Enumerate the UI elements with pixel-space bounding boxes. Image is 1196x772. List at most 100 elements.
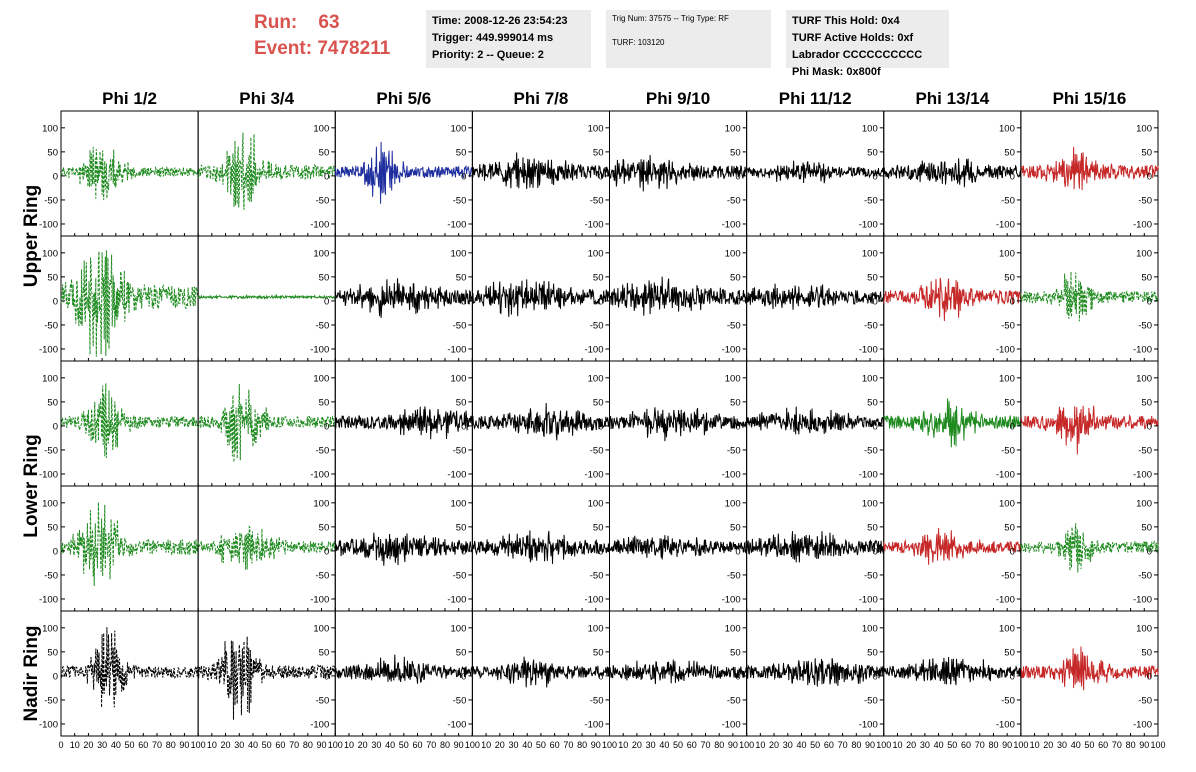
column-header: Phi 11/12: [779, 89, 852, 108]
y-tick-label: -100: [39, 344, 58, 355]
y-tick-label: 50: [1141, 397, 1152, 408]
y-tick-label: 100: [999, 373, 1015, 384]
y-tick-label: -50: [864, 195, 878, 206]
waveform-trace: [334, 141, 473, 204]
y-tick-label: 0: [53, 546, 58, 557]
y-tick-label: -100: [584, 719, 603, 730]
y-tick-label: -100: [447, 219, 466, 230]
trig-num-text: Trig Num: 37575 -- Trig Type: RF: [612, 14, 729, 23]
x-tick-label: 30: [371, 740, 381, 750]
y-tick-label: -50: [453, 570, 467, 581]
y-tick-label: 100: [999, 623, 1015, 634]
y-tick-label: 50: [867, 522, 878, 533]
y-tick-label: -100: [722, 469, 741, 480]
x-tick-label: 30: [783, 740, 793, 750]
waveform-trace: [746, 658, 885, 687]
y-tick-label: -50: [864, 320, 878, 331]
y-tick-label: 0: [1147, 671, 1152, 682]
waveform-trace: [1020, 405, 1159, 455]
x-tick-label: 50: [947, 740, 957, 750]
y-tick-label: 50: [1141, 272, 1152, 283]
waveform-trace: [60, 502, 199, 587]
x-tick-label: 30: [1057, 740, 1067, 750]
y-tick-label: -100: [584, 219, 603, 230]
y-tick-label: -50: [590, 570, 604, 581]
column-header: Phi 1/2: [102, 89, 157, 108]
y-tick-label: 0: [598, 671, 603, 682]
column-header: Phi 13/14: [915, 89, 989, 108]
run-row: Run: 63: [254, 10, 390, 36]
waveform-trace: [746, 406, 885, 435]
y-tick-label: -100: [447, 469, 466, 480]
x-tick-label: 90: [454, 740, 464, 750]
y-tick-label: 0: [735, 671, 740, 682]
y-tick-label: 100: [42, 498, 58, 509]
x-tick-label: 50: [125, 740, 135, 750]
x-tick-label: 70: [563, 740, 573, 750]
y-tick-label: -50: [44, 195, 58, 206]
x-tick-label: 20: [1043, 740, 1053, 750]
y-tick-label: -100: [859, 469, 878, 480]
y-tick-label: 100: [313, 623, 329, 634]
y-tick-label: -100: [996, 344, 1015, 355]
y-tick-label: 50: [456, 522, 467, 533]
x-tick-label: 60: [550, 740, 560, 750]
y-tick-label: 0: [324, 171, 329, 182]
y-tick-label: 0: [461, 421, 466, 432]
y-tick-label: 50: [319, 272, 330, 283]
y-tick-label: 50: [593, 272, 604, 283]
y-tick-label: 100: [451, 123, 467, 134]
y-tick-label: 100: [313, 498, 329, 509]
waveform-trace: [60, 146, 199, 201]
waveform-trace: [335, 532, 473, 566]
x-tick-label: 10: [207, 740, 217, 750]
waveform-trace: [883, 398, 1022, 448]
y-tick-label: -50: [1001, 195, 1015, 206]
y-tick-label: 0: [872, 421, 877, 432]
y-tick-label: 50: [319, 522, 330, 533]
waveform-trace: [334, 654, 473, 684]
column-header: Phi 5/6: [376, 89, 431, 108]
y-tick-label: 0: [461, 171, 466, 182]
row-label: Nadir Ring: [21, 625, 42, 721]
x-tick-label: 30: [234, 740, 244, 750]
y-tick-label: -50: [864, 570, 878, 581]
x-tick-label: 20: [769, 740, 779, 750]
y-tick-label: -50: [316, 195, 330, 206]
y-tick-label: -100: [722, 719, 741, 730]
y-tick-label: 0: [598, 296, 603, 307]
row-label: Lower Ring: [21, 434, 42, 537]
x-tick-label: 80: [714, 740, 724, 750]
x-tick-label: 30: [509, 740, 519, 750]
y-tick-label: -50: [864, 445, 878, 456]
y-tick-label: 0: [1010, 421, 1015, 432]
y-tick-label: 0: [872, 546, 877, 557]
y-tick-label: 100: [42, 248, 58, 259]
y-tick-label: 0: [461, 671, 466, 682]
waveform-trace: [609, 276, 747, 316]
waveform-trace: [746, 283, 885, 310]
event-label: Event:: [254, 38, 313, 59]
y-tick-label: -100: [310, 219, 329, 230]
x-tick-label: 70: [838, 740, 848, 750]
y-tick-label: -100: [447, 594, 466, 605]
y-tick-label: 100: [42, 123, 58, 134]
x-tick-label: 90: [1139, 740, 1149, 750]
x-tick-label: 10: [618, 740, 628, 750]
x-tick-label: 100: [191, 740, 206, 750]
waveform-trace: [60, 383, 199, 459]
y-tick-label: 50: [47, 397, 58, 408]
y-tick-label: 100: [313, 123, 329, 134]
turf-this-hold: TURF This Hold: 0x4: [792, 15, 900, 27]
y-tick-label: -50: [44, 695, 58, 706]
x-tick-label: 60: [1098, 740, 1108, 750]
waveform-trace: [471, 279, 610, 317]
y-tick-label: 50: [730, 147, 741, 158]
trigger-info-box: Trig Num: 37575 -- Trig Type: RF TURF: 1…: [606, 10, 771, 68]
y-tick-label: -50: [1001, 445, 1015, 456]
x-tick-label: 80: [577, 740, 587, 750]
y-tick-label: 0: [1147, 546, 1152, 557]
y-tick-label: -100: [447, 344, 466, 355]
x-tick-label: 70: [426, 740, 436, 750]
y-tick-label: -50: [453, 445, 467, 456]
